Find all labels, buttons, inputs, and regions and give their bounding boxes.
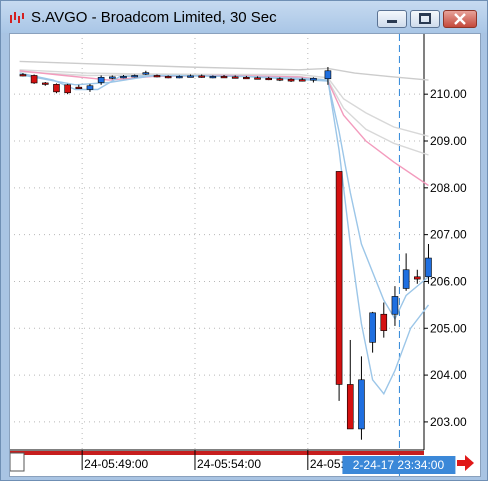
- candle-body: [142, 72, 150, 75]
- cursor-time-label: 2-24-17 23:34:00: [353, 458, 445, 472]
- price-tick-label: 204.00: [430, 368, 467, 382]
- candle-body: [276, 78, 284, 81]
- candle-body: [243, 77, 250, 80]
- average-line-1: [19, 60, 429, 81]
- time-tick-label: 24-05:49:00: [84, 457, 148, 471]
- cursor-time-box: [342, 456, 456, 474]
- candle-body: [19, 74, 27, 77]
- candle-body: [324, 70, 332, 80]
- average-line-2: [19, 69, 429, 137]
- candle-body: [380, 313, 388, 331]
- price-tick-label: 206.00: [430, 274, 467, 288]
- time-axis: 24-05:49:00 24-05:54:00 24-05:59:002-24-17…: [9, 450, 474, 474]
- close-button[interactable]: [443, 10, 477, 28]
- price-tick-label: 203.00: [430, 415, 467, 429]
- price-tick-label: 207.00: [430, 228, 467, 242]
- candle-body: [109, 76, 116, 79]
- candle-body: [30, 75, 38, 84]
- price-axis: 210.00 209.00 208.00 207.00 206.00 205.00 204.…: [424, 87, 467, 429]
- candle-body: [164, 76, 172, 79]
- candle-body: [187, 75, 194, 78]
- candle-body: [41, 82, 49, 85]
- candle-body: [287, 78, 295, 82]
- candle-body: [120, 76, 127, 79]
- candle-body: [335, 171, 343, 385]
- window-title: S.AVGO - Broadcom Limited, 30 Sec: [31, 9, 277, 26]
- grid-lines: [10, 34, 425, 476]
- moving-average-lines: [19, 60, 430, 396]
- candle-body: [75, 86, 83, 89]
- candle-body: [358, 379, 365, 430]
- scroll-box: [9, 452, 25, 472]
- candle-body: [131, 75, 138, 78]
- title-bar[interactable]: S.AVGO - Broadcom Limited, 30 Sec: [1, 1, 487, 33]
- candle-body: [198, 75, 205, 78]
- candle-body: [391, 296, 399, 315]
- candle-body: [310, 77, 317, 81]
- candle-body: [97, 77, 105, 83]
- maximize-button[interactable]: [410, 10, 440, 28]
- chart-area: 210.00 209.00 208.00 207.00 206.00 205.00 204.…: [9, 33, 481, 477]
- candlestick-chart[interactable]: 210.00 209.00 208.00 207.00 206.00 205.00 204.…: [9, 34, 480, 476]
- candle-body: [209, 76, 217, 79]
- time-axis-band: [10, 451, 424, 455]
- candle-body: [402, 269, 410, 289]
- candle-body: [369, 312, 376, 343]
- candle-body: [220, 76, 228, 79]
- chart-app-icon: [10, 12, 24, 23]
- price-tick-label: 209.00: [430, 134, 467, 148]
- candle-body: [153, 75, 161, 78]
- candle-body: [53, 84, 60, 93]
- candle-body: [176, 76, 183, 79]
- candle-body: [298, 79, 306, 82]
- candle-body: [346, 384, 354, 430]
- minimize-icon: [387, 20, 397, 23]
- candle-body: [425, 257, 432, 278]
- maximize-icon: [419, 13, 431, 24]
- candle-body: [86, 85, 94, 90]
- close-icon: [454, 13, 466, 25]
- candle-body: [254, 77, 261, 80]
- average-line-4: [19, 70, 429, 187]
- candle-body: [64, 84, 71, 94]
- candle-body: [413, 276, 421, 280]
- average-line-5: [19, 72, 430, 396]
- candle-body: [231, 76, 239, 79]
- candles: [19, 67, 432, 440]
- price-tick-label: 205.00: [430, 321, 467, 335]
- price-tick-label: 210.00: [430, 87, 467, 101]
- time-tick-label: 24-05:54:00: [197, 457, 261, 471]
- average-line-6: [19, 73, 429, 321]
- candle-body: [265, 77, 273, 81]
- minimize-button[interactable]: [377, 10, 407, 28]
- price-tick-label: 208.00: [430, 181, 467, 195]
- scroll-right-arrow-icon[interactable]: [457, 455, 474, 471]
